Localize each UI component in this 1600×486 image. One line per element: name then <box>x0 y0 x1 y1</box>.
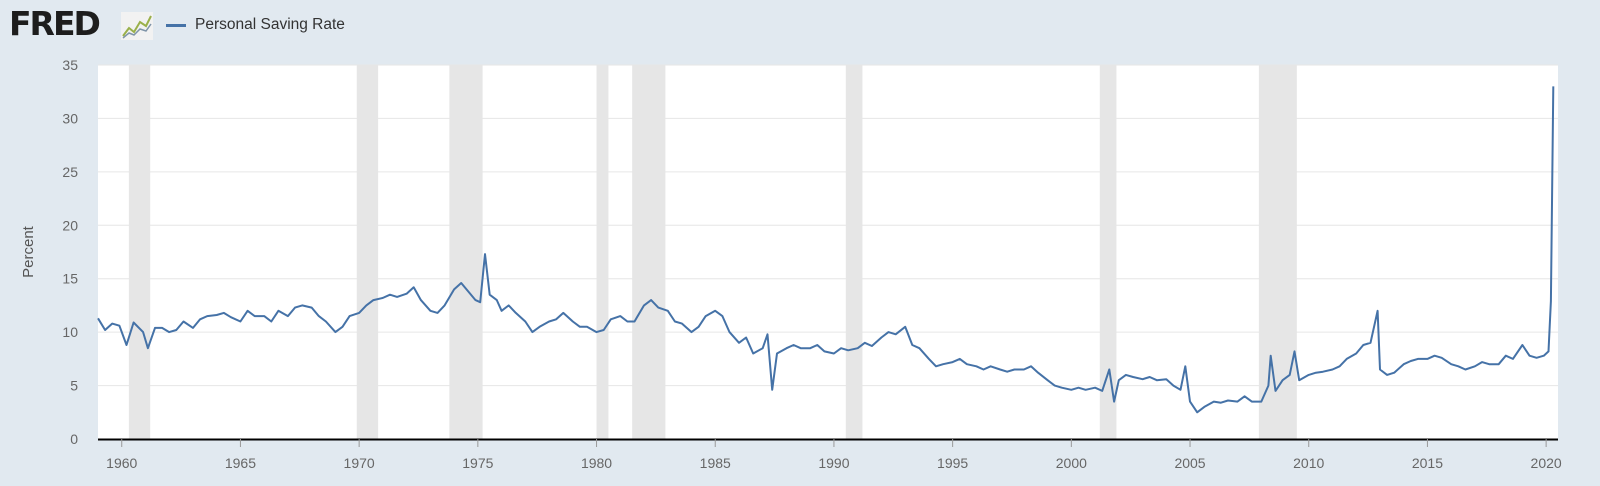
recession-band <box>1258 65 1297 439</box>
x-tick-label: 2020 <box>1531 455 1562 471</box>
x-tick-label: 1985 <box>700 455 731 471</box>
x-tick-label: 2010 <box>1293 455 1324 471</box>
y-tick-label: 5 <box>70 378 78 394</box>
x-tick-label: 1980 <box>581 455 612 471</box>
x-tick-label: 2005 <box>1174 455 1205 471</box>
x-tick-label: 1975 <box>462 455 493 471</box>
y-tick-label: 0 <box>70 431 78 447</box>
recession-bands <box>128 65 1297 439</box>
fred-chart-icon <box>121 12 153 40</box>
legend-label: Personal Saving Rate <box>195 16 345 33</box>
series-line-personal-saving-rate[interactable] <box>97 86 1555 414</box>
y-axis-title: Percent <box>20 225 37 278</box>
y-tick-label: 15 <box>62 271 78 287</box>
recession-band <box>845 65 863 439</box>
y-tick-labels: 0 5 10 15 20 25 30 35 <box>62 57 78 447</box>
graph-header: FRED Personal Saving Rate <box>0 0 1600 56</box>
series-layer[interactable] <box>97 86 1555 414</box>
x-tick-label: 1990 <box>818 455 849 471</box>
y-tick-label: 25 <box>62 164 78 180</box>
y-tick-label: 10 <box>62 324 78 340</box>
recession-band <box>356 65 379 439</box>
y-tick-label: 30 <box>62 110 78 126</box>
recession-band <box>449 65 483 439</box>
x-tick-label: 1960 <box>106 455 137 471</box>
gridlines <box>98 64 1558 387</box>
recession-band <box>128 65 151 439</box>
legend-swatch <box>166 23 186 27</box>
plot-background <box>98 65 1558 439</box>
x-tick-label: 1965 <box>225 455 256 471</box>
fred-logo[interactable]: FRED <box>9 4 101 43</box>
legend[interactable]: Personal Saving Rate <box>166 14 345 36</box>
x-tick-label: 2000 <box>1056 455 1087 471</box>
x-tick-label: 1970 <box>344 455 375 471</box>
recession-band <box>1099 65 1117 439</box>
x-tick-labels: 1960 1965 1970 1975 1980 1985 1990 1995 2000 2005… <box>106 439 1562 471</box>
y-tick-label: 20 <box>62 217 78 233</box>
x-tick-label: 1995 <box>937 455 968 471</box>
recession-band <box>632 65 666 439</box>
y-tick-label: 35 <box>62 57 78 73</box>
recession-band <box>596 65 609 439</box>
x-tick-label: 2015 <box>1412 455 1443 471</box>
